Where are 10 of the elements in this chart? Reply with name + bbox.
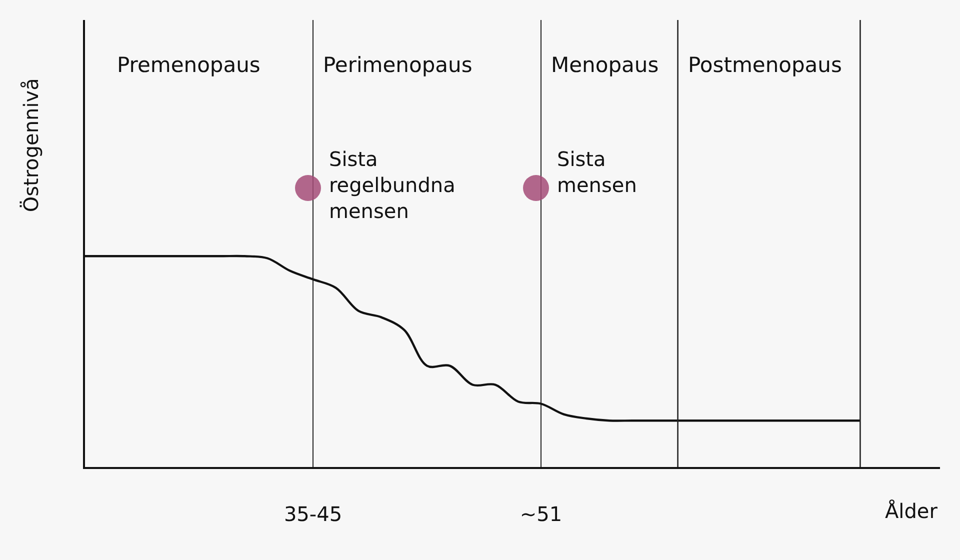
x-tick-label: ~51: [520, 502, 562, 526]
y-axis-title: Östrogennivå: [18, 78, 43, 212]
x-axis-title: Ålder: [885, 499, 938, 523]
text: Sista mensen: [557, 147, 637, 197]
text: Perimenopaus: [323, 53, 472, 77]
text: Sista regelbundna mensen: [329, 147, 456, 223]
text: Postmenopaus: [688, 53, 842, 77]
x-tick-label: 35-45: [284, 502, 342, 526]
text: Menopaus: [551, 53, 659, 77]
text: Premenopaus: [117, 53, 260, 77]
